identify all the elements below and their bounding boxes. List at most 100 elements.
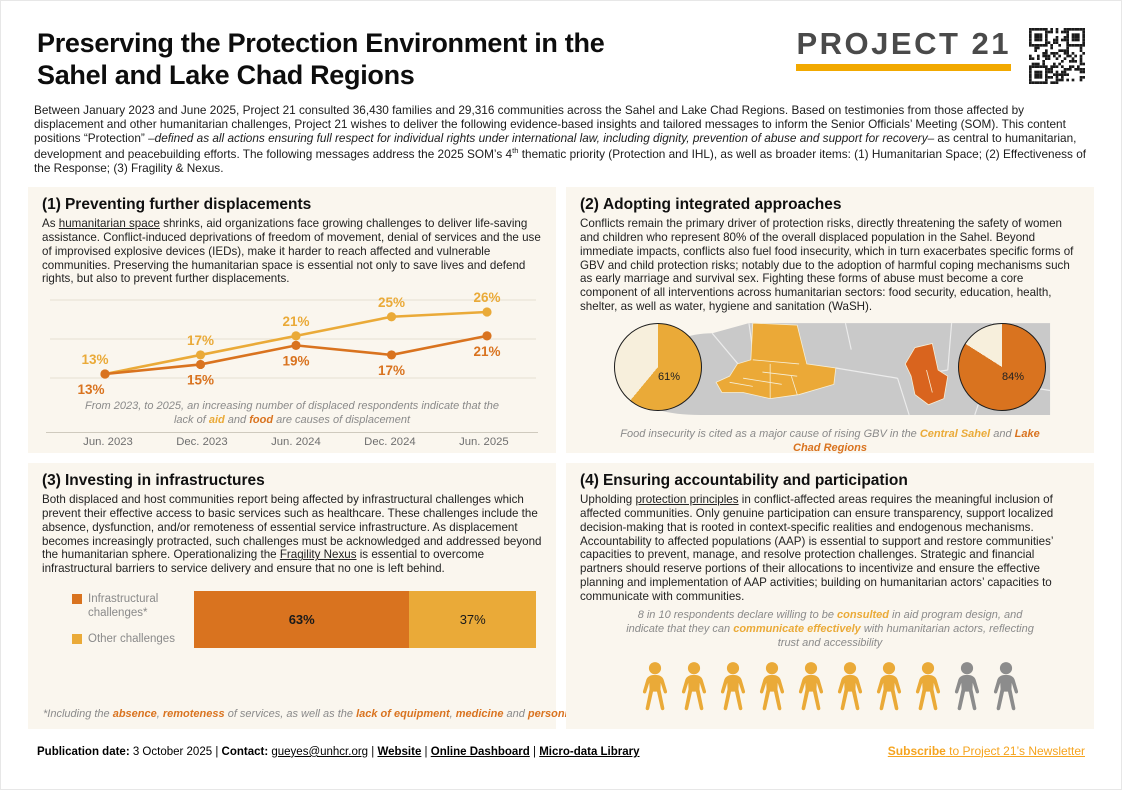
project21-logo: PROJECT 21 xyxy=(796,28,1011,71)
section-2-heading: (2) Adopting integrated approaches xyxy=(580,196,1080,214)
text-segment: and xyxy=(224,414,250,427)
bar-chart-footnote: *Including the absence, remoteness of se… xyxy=(43,707,580,720)
pictograph-caption: 8 in 10 respondents declare willing to b… xyxy=(620,609,1040,650)
section-2-panel: (2) Adopting integrated approaches Confli… xyxy=(566,186,1094,454)
section-3-panel: (3) Investing in infrastructures Both dis… xyxy=(28,462,580,729)
person-icon xyxy=(872,660,906,714)
brand-block: PROJECT 21 xyxy=(796,28,1085,84)
data-point-label: 17% xyxy=(187,333,214,348)
legend-item: Other challenges xyxy=(72,633,194,647)
page: Preserving the Protection Environment in… xyxy=(28,28,1094,758)
data-point-label: 19% xyxy=(282,354,309,369)
text-segment[interactable]: to Project 21’s Newsletter xyxy=(945,743,1085,758)
section-3-number: (3) xyxy=(42,471,61,489)
section-4-body: Upholding protection principles in confl… xyxy=(580,493,1080,604)
text-segment: remoteness xyxy=(162,707,225,720)
text-segment: | xyxy=(368,745,378,758)
text-segment: Conflicts remain the primary driver of p… xyxy=(580,216,1074,314)
text-segment: –defined as all actions ensuring full re… xyxy=(148,131,935,146)
text-segment: food xyxy=(249,414,274,427)
data-point-label: 25% xyxy=(378,295,405,310)
text-segment: and xyxy=(990,428,1015,441)
intro-paragraph: Between January 2023 and June 2025, Proj… xyxy=(28,103,1094,175)
text-segment: From 2023, to 2025, an increasing number… xyxy=(85,400,499,427)
central-sahel-pie-value: 61% xyxy=(658,370,681,383)
data-point-label: 17% xyxy=(378,363,405,378)
text-segment: of services, as well as the xyxy=(224,707,357,720)
text-segment: are causes of displacement xyxy=(273,414,411,427)
section-1-panel: (1) Preventing further displacements As h… xyxy=(28,186,556,453)
section-2-body: Conflicts remain the primary driver of p… xyxy=(580,217,1080,314)
section-1-number: (1) xyxy=(42,195,61,213)
person-icon xyxy=(638,660,672,714)
section-4-number: (4) xyxy=(580,471,599,489)
newsletter-subscribe-link[interactable]: Subscribe to Project 21’s Newsletter xyxy=(888,744,1085,758)
footer: Publication date: 3 October 2025 | Conta… xyxy=(28,744,1094,758)
text-segment: consulted xyxy=(837,609,889,622)
legend-label: Infrastructural challenges* xyxy=(88,593,159,619)
bar-segment: 63% xyxy=(194,591,410,649)
footer-info: Publication date: 3 October 2025 | Conta… xyxy=(37,746,640,758)
stacked-bar: 63% 37% xyxy=(194,591,536,649)
text-segment: 8 in 10 respondents declare willing to b… xyxy=(637,609,838,622)
section-2-title: Adopting integrated approaches xyxy=(602,195,842,213)
bar-chart-legend: Infrastructural challenges* Other challen… xyxy=(42,593,194,646)
text-segment: absence xyxy=(112,707,157,720)
bar-segment-value: 37% xyxy=(459,612,486,628)
bar-segment: 37% xyxy=(409,591,536,649)
data-point-label: 15% xyxy=(187,373,214,388)
central-sahel-pie-chart: 61% xyxy=(614,323,702,412)
text-segment[interactable]: Fragility Nexus xyxy=(279,548,357,562)
lake-chad-pie-value: 84% xyxy=(1002,370,1025,383)
data-point-label: 21% xyxy=(473,344,500,359)
text-segment[interactable]: Subscribe xyxy=(887,743,946,758)
qr-code-icon xyxy=(1029,28,1085,84)
logo-text: PROJECT 21 xyxy=(796,26,1011,61)
text-segment: 3 October 2025 xyxy=(132,745,213,758)
sahel-map-graphic: 61% 84% xyxy=(580,319,1080,421)
x-axis-label: Jun. 2025 xyxy=(459,435,509,448)
page-title-line1: Preserving the Protection Environment in… xyxy=(37,28,605,58)
displacement-causes-line-chart: 13% 17% 21% 25% 26% 13% 15% 19% 17% 21% From 2023… xyxy=(42,288,542,450)
line-chart-caption: From 2023, to 2025, an increasing number… xyxy=(82,400,502,428)
challenges-bar-chart: Infrastructural challenges* Other challen… xyxy=(42,591,542,649)
text-segment: | xyxy=(212,745,222,758)
text-segment: shrinks, aid organizations face growing … xyxy=(42,216,541,286)
central-sahel-region xyxy=(715,322,837,400)
person-icon-muted xyxy=(989,660,1023,714)
text-segment: Food insecurity is cited as a major caus… xyxy=(620,428,920,441)
text-segment[interactable]: Micro-data Library xyxy=(539,745,640,758)
text-segment: is essential to overcome infrastructural… xyxy=(42,548,485,576)
data-point-label: 13% xyxy=(81,352,108,367)
page-title-line2: Sahel and Lake Chad Regions xyxy=(37,59,415,90)
x-axis-label: Dec. 2024 xyxy=(364,435,416,448)
person-icon xyxy=(833,660,867,714)
section-3-body: Both displaced and host communities repo… xyxy=(42,493,542,576)
section-4-panel: (4) Ensuring accountability and participa… xyxy=(566,462,1094,729)
text-segment[interactable]: humanitarian space xyxy=(58,216,160,230)
text-segment: Between January 2023 and June 2025, Proj… xyxy=(34,103,1066,146)
text-segment[interactable]: gueyes@unhcr.org xyxy=(271,745,369,758)
text-segment[interactable]: Online Dashboard xyxy=(430,745,530,758)
section-4-title: Ensuring accountability and participatio… xyxy=(602,471,908,489)
text-segment: | xyxy=(529,745,540,758)
text-segment: , xyxy=(449,707,456,720)
section-1-title: Preventing further displacements xyxy=(64,195,312,213)
legend-swatch xyxy=(72,633,82,644)
text-segment: medicine xyxy=(455,707,504,720)
text-segment: Upholding xyxy=(580,492,636,506)
logo-underline-bar xyxy=(796,64,1011,71)
text-segment: aid xyxy=(208,414,225,427)
text-segment: , xyxy=(156,707,163,720)
legend-swatch xyxy=(72,594,82,605)
x-axis-label: Jun. 2023 xyxy=(83,435,133,448)
legend-item: Infrastructural challenges* xyxy=(72,593,194,621)
text-segment: Contact: xyxy=(221,745,272,758)
text-segment[interactable]: protection principles xyxy=(635,492,739,506)
text-segment[interactable]: Website xyxy=(377,745,422,758)
text-segment: | xyxy=(421,745,431,758)
text-segment: communicate effectively xyxy=(733,622,861,635)
text-segment: and xyxy=(503,707,528,720)
section-2-number: (2) xyxy=(580,195,599,213)
